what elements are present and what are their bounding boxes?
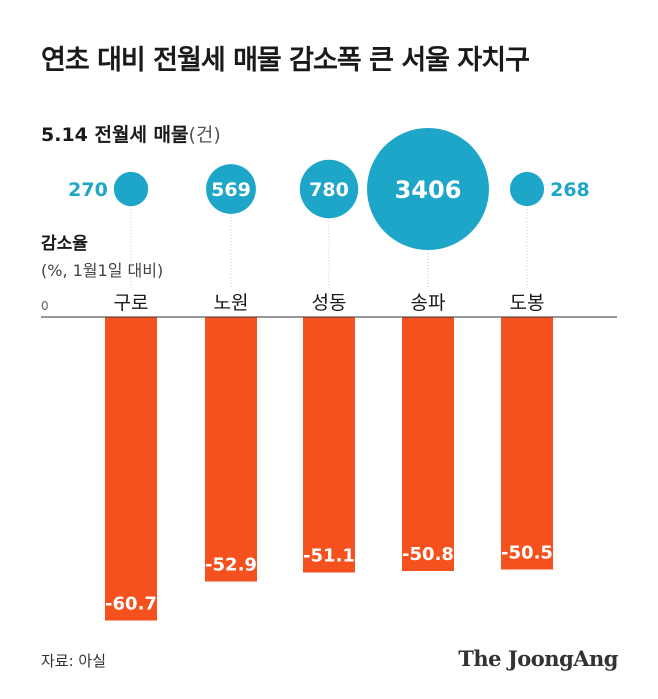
source-note: 자료: 아실 bbox=[41, 652, 107, 670]
zero-tick-label: 0 bbox=[41, 299, 49, 313]
bar bbox=[402, 317, 454, 571]
bar-value-label: -51.1 bbox=[303, 546, 355, 567]
bubble bbox=[113, 171, 149, 207]
chart-title: 연초 대비 전월세 매물 감소폭 큰 서울 자치구 bbox=[41, 45, 530, 76]
bar bbox=[303, 317, 355, 573]
bar-value-label: -50.8 bbox=[402, 544, 454, 565]
bubble-value-label: 569 bbox=[211, 179, 251, 201]
bar-value-label: -52.9 bbox=[205, 555, 257, 576]
category-label: 노원 bbox=[214, 292, 249, 314]
y-axis-label: 감소율 bbox=[41, 234, 88, 254]
bubble-subtitle-unit: (건) bbox=[188, 124, 221, 146]
bubble-value-label: 3406 bbox=[395, 176, 462, 204]
category-label: 송파 bbox=[411, 292, 446, 314]
bar bbox=[205, 317, 257, 582]
bubble-value-label: 780 bbox=[309, 179, 349, 201]
bar bbox=[501, 317, 553, 570]
bubble bbox=[367, 128, 489, 250]
bar-value-label: -50.5 bbox=[501, 543, 553, 564]
category-label: 구로 bbox=[114, 292, 149, 314]
category-label: 도봉 bbox=[510, 292, 545, 314]
bubble bbox=[206, 164, 256, 214]
y-axis-unit-label: (%, 1월1일 대비) bbox=[41, 261, 164, 280]
bar bbox=[105, 317, 157, 621]
category-label: 성동 bbox=[312, 292, 347, 314]
brand-logo: The JoongAng bbox=[458, 646, 618, 671]
bubble bbox=[509, 171, 545, 207]
chart-canvas: 0 270 569 780 3406 268 구로 노원 성동 송파 도봉 -60.7 -52.9 -51… bbox=[41, 128, 617, 621]
bubble-subtitle-main: 5.14 전월세 매물 bbox=[41, 124, 189, 146]
bar-value-label: -60.7 bbox=[105, 594, 157, 615]
bubble-value-label: 270 bbox=[68, 179, 108, 201]
bubble bbox=[299, 159, 359, 219]
bubble-subtitle: 5.14 전월세 매물(건) bbox=[41, 120, 221, 147]
bubble-value-label: 268 bbox=[550, 179, 590, 201]
